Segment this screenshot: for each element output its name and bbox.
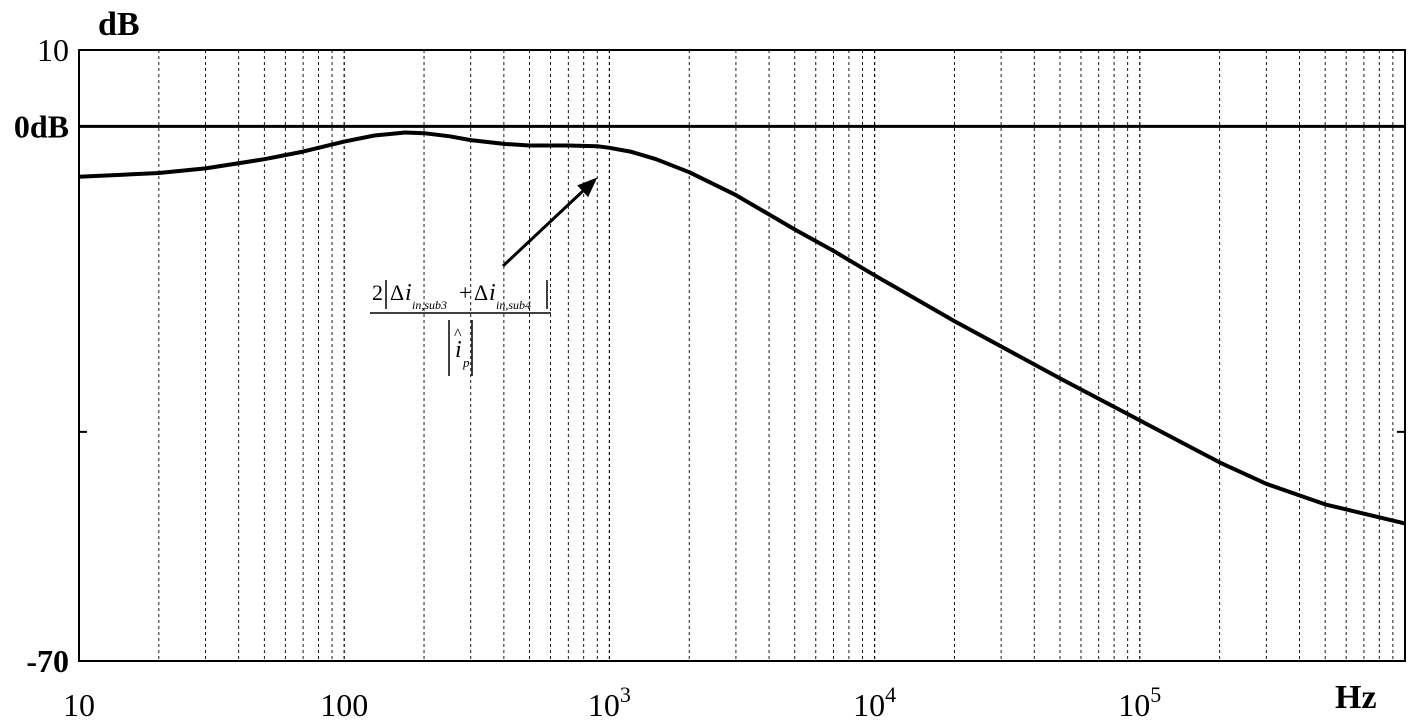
- annotation-denominator-current: i: [455, 337, 462, 363]
- y-unit-label: dB: [98, 6, 140, 43]
- y-tick-labels: 10 0dB -70: [14, 32, 69, 679]
- y-tick-label: 0dB: [14, 108, 69, 144]
- x-unit-label: Hz: [1335, 679, 1377, 716]
- x-tick-label: 103: [588, 682, 631, 723]
- annotation-current-1: i: [405, 280, 412, 306]
- x-tick-label: 104: [853, 682, 896, 723]
- annotation-arrow-head: [577, 177, 598, 198]
- annotation-sub-1: in,sub3: [412, 298, 447, 312]
- annotation: 2 Δ i in,sub3 + Δ i in,sub4 ^ i p: [370, 177, 598, 376]
- annotation-coefficient: 2: [372, 280, 383, 305]
- y-tick-label: -70: [26, 643, 69, 679]
- plot-frame: [78, 49, 1406, 662]
- annotation-denominator-sub: p: [462, 355, 470, 370]
- annotation-plus: +: [459, 280, 471, 305]
- x-tick-label: 10: [63, 687, 95, 723]
- x-tick-labels: 10 100 103 104 105: [63, 682, 1161, 723]
- x-tick-label: 100: [320, 687, 368, 723]
- annotation-sub-2: in,sub4: [496, 298, 531, 312]
- annotation-hat: ^: [454, 326, 462, 343]
- annotation-delta-1: Δ: [390, 280, 404, 305]
- annotation-current-2: i: [489, 280, 496, 306]
- y-tick-marks: [79, 49, 1405, 662]
- series-line: [78, 130, 1406, 526]
- annotation-arrow: [501, 190, 584, 268]
- annotation-delta-2: Δ: [474, 280, 488, 305]
- x-tick-label: 105: [1118, 682, 1161, 723]
- y-tick-label: 10: [37, 32, 69, 68]
